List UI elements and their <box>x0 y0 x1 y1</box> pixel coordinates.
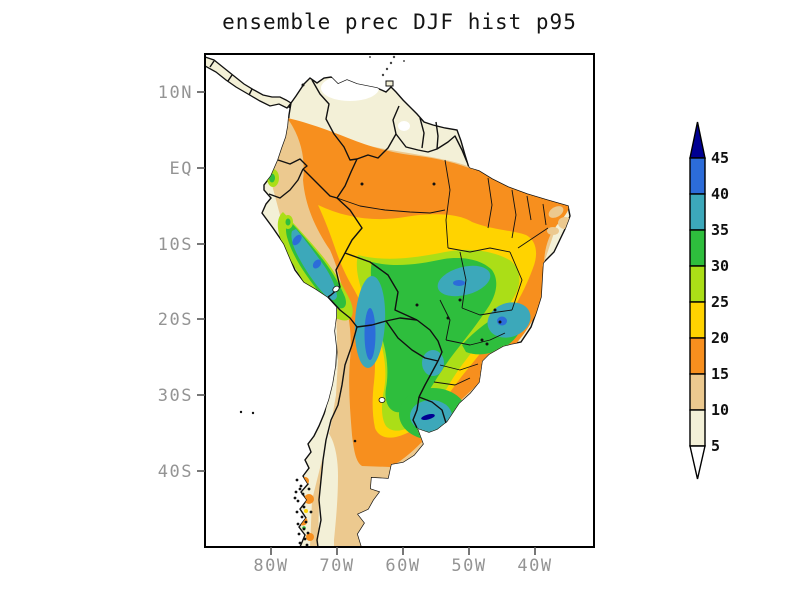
colorbar-label-25: 25 <box>711 293 729 311</box>
lat-label-30S: 30S <box>158 386 193 406</box>
colorbar-label-35: 35 <box>711 221 729 239</box>
lon-label-70W: 70W <box>319 556 354 576</box>
colorbar-segment-35-40 <box>690 194 705 230</box>
colorbar-label-15: 15 <box>711 365 729 383</box>
colorbar-segment-10-15 <box>690 374 705 410</box>
lon-axis-labels: 80W 70W 60W 50W 40W <box>253 556 552 576</box>
lat-axis-labels: 10N EQ 10S 20S 30S 40S <box>158 83 193 482</box>
lon-label-50W: 50W <box>451 556 486 576</box>
colorbar: 45 40 35 30 25 20 15 10 5 <box>690 122 729 479</box>
colorbar-label-5: 5 <box>711 437 720 455</box>
colorbar-label-45: 45 <box>711 149 729 167</box>
colorbar-segment-5-10 <box>690 410 705 446</box>
lon-label-80W: 80W <box>253 556 288 576</box>
colorbar-segment-25-30 <box>690 266 705 302</box>
lon-label-60W: 60W <box>385 556 420 576</box>
figure-canvas: ensemble prec DJF hist p95 <box>0 0 800 600</box>
lat-label-10S: 10S <box>158 235 193 255</box>
colorbar-segment-15-20 <box>690 338 705 374</box>
colorbar-segment-40-45 <box>690 158 705 194</box>
lat-label-40S: 40S <box>158 462 193 482</box>
colorbar-label-30: 30 <box>711 257 729 275</box>
lat-label-EQ: EQ <box>170 159 193 179</box>
colorbar-label-40: 40 <box>711 185 729 203</box>
central-america-landmass <box>205 57 291 108</box>
lat-label-20S: 20S <box>158 310 193 330</box>
colorbar-segment-30-35 <box>690 230 705 266</box>
lon-label-40W: 40W <box>517 556 552 576</box>
colorbar-segment-20-25 <box>690 302 705 338</box>
colorbar-label-20: 20 <box>711 329 729 347</box>
lat-label-10N: 10N <box>158 83 193 103</box>
colorbar-under-triangle <box>690 446 705 479</box>
colorbar-over-triangle <box>690 122 705 158</box>
map-area <box>205 56 572 547</box>
colorbar-label-10: 10 <box>711 401 729 419</box>
map-plot: 80W 70W 60W 50W 40W 10N EQ 10S 20S 30S 40S 45 40 35… <box>0 0 800 600</box>
